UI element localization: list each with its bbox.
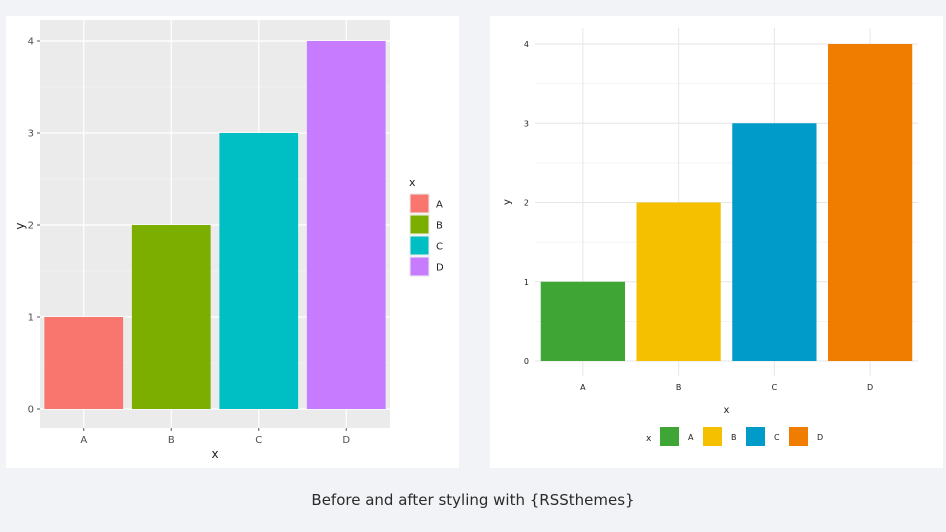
- x-tick-label: B: [676, 383, 682, 392]
- y-axis-title: y: [13, 222, 27, 229]
- legend-key-c: [411, 237, 429, 255]
- legend-label: B: [436, 221, 443, 232]
- y-tick-label: 1: [524, 278, 529, 287]
- y-tick-label: 0: [524, 357, 529, 366]
- y-tick-label: 2: [524, 199, 529, 208]
- bar-a: [44, 317, 123, 409]
- bar-d: [307, 41, 386, 409]
- figure-caption: Before and after styling with {RSSthemes…: [0, 491, 946, 509]
- legend-label: C: [774, 433, 780, 442]
- x-tick-label: D: [342, 435, 350, 446]
- legend-title: x: [409, 176, 416, 189]
- legend-label: C: [436, 242, 443, 253]
- x-tick-label: B: [168, 435, 175, 446]
- bar-c: [219, 133, 298, 409]
- y-tick-label: 0: [28, 405, 34, 416]
- legend-label: A: [688, 433, 694, 442]
- x-axis-title: x: [724, 405, 730, 416]
- legend-key-a: [411, 195, 429, 213]
- bar-b: [132, 225, 211, 409]
- legend-label: A: [436, 200, 443, 211]
- x-tick-label: C: [772, 383, 778, 392]
- bar-c: [732, 123, 816, 361]
- y-tick-label: 1: [28, 313, 34, 324]
- x-tick-label: A: [80, 435, 87, 446]
- bar-b: [636, 203, 720, 362]
- legend-key-b: [703, 427, 722, 446]
- x-tick-label: D: [867, 383, 873, 392]
- x-tick-label: A: [580, 383, 586, 392]
- y-tick-label: 3: [524, 119, 529, 128]
- y-tick-label: 4: [524, 40, 529, 49]
- legend-key-d: [411, 258, 429, 276]
- bar-d: [828, 44, 912, 361]
- y-tick-label: 2: [28, 221, 34, 232]
- legend-key-d: [789, 427, 808, 446]
- y-axis-title: y: [502, 199, 513, 205]
- x-tick-label: C: [255, 435, 262, 446]
- y-tick-label: 4: [28, 37, 34, 48]
- bar-a: [541, 282, 625, 361]
- x-axis-title: x: [211, 447, 218, 461]
- legend-key-c: [746, 427, 765, 446]
- legend-key-b: [411, 216, 429, 234]
- y-tick-label: 3: [28, 129, 34, 140]
- chart-after: 0 1 2 3 4 A B C Dx y x A B C D: [490, 16, 943, 468]
- legend-label: D: [817, 433, 823, 442]
- legend-key-a: [660, 427, 679, 446]
- legend-label: D: [436, 263, 444, 274]
- legend-title: x: [646, 434, 652, 444]
- legend-label: B: [731, 433, 737, 442]
